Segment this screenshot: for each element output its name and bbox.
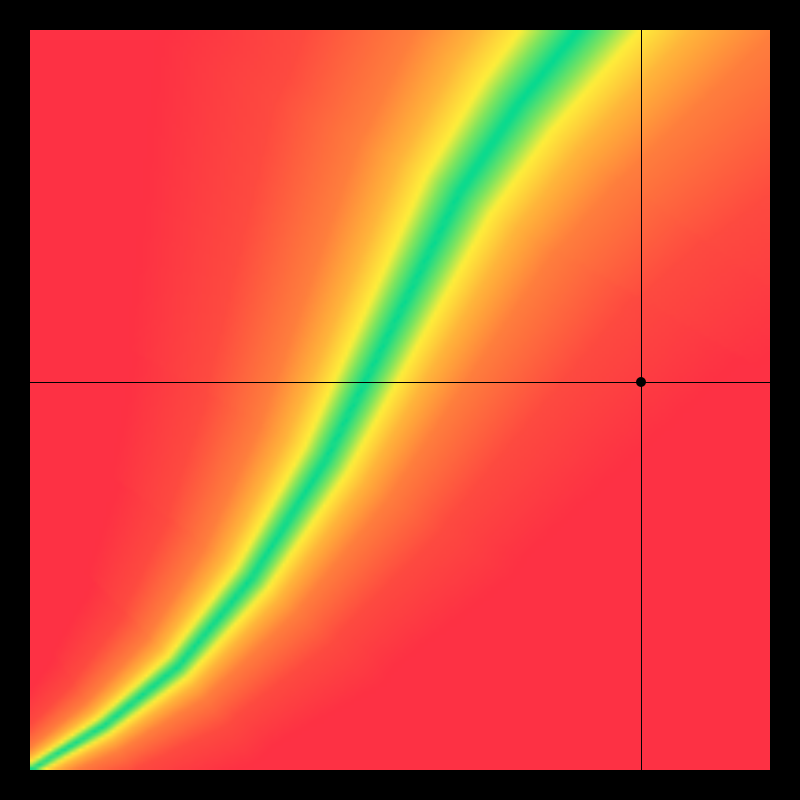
heatmap-canvas [30, 30, 770, 770]
crosshair-marker [636, 377, 646, 387]
heatmap-plot [30, 30, 770, 770]
crosshair-vertical [641, 30, 642, 770]
crosshair-horizontal [30, 382, 770, 383]
watermark-text: TheBottleneck.com [582, 4, 785, 30]
